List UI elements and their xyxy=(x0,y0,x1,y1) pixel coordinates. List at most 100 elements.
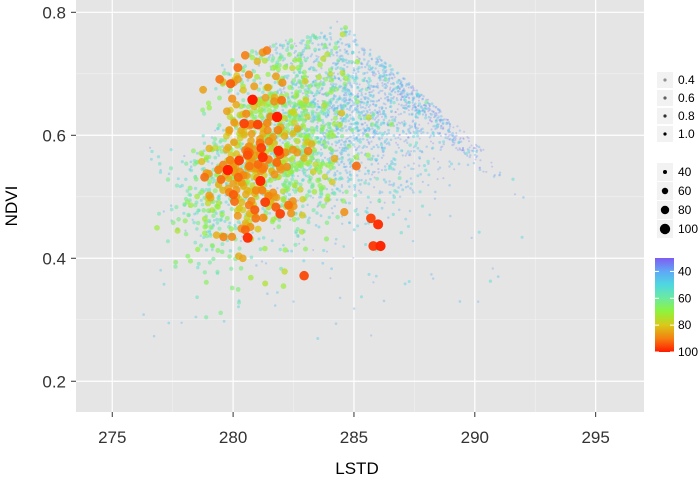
data-point xyxy=(308,216,311,220)
data-point xyxy=(466,136,469,138)
data-point xyxy=(257,237,261,241)
data-point xyxy=(334,63,338,67)
data-point xyxy=(375,85,379,89)
data-point xyxy=(372,94,375,97)
data-point xyxy=(341,191,344,194)
data-point xyxy=(275,208,286,219)
data-point xyxy=(313,126,318,131)
data-point xyxy=(357,92,360,95)
data-point xyxy=(295,227,300,232)
data-point xyxy=(336,106,339,110)
data-point xyxy=(453,168,456,171)
data-point xyxy=(408,97,411,100)
data-point xyxy=(362,144,366,148)
legend-alpha-label: 1.0 xyxy=(678,127,695,141)
data-point xyxy=(410,167,413,171)
data-point xyxy=(338,95,341,98)
data-point xyxy=(336,54,339,57)
data-point xyxy=(400,80,403,83)
data-point xyxy=(298,79,303,85)
data-point xyxy=(354,148,358,152)
data-point xyxy=(300,42,303,45)
data-point xyxy=(287,198,290,201)
data-point xyxy=(242,232,253,243)
data-point xyxy=(368,104,372,107)
data-point xyxy=(384,71,387,74)
data-point xyxy=(384,83,387,86)
data-point xyxy=(343,100,346,104)
data-point xyxy=(330,154,339,163)
data-point xyxy=(202,230,208,236)
data-point xyxy=(423,110,427,114)
data-point xyxy=(474,158,477,161)
data-point xyxy=(327,170,331,174)
data-point xyxy=(366,195,370,199)
data-point xyxy=(407,100,410,104)
data-point xyxy=(310,129,316,135)
data-point xyxy=(305,39,311,45)
data-point xyxy=(338,96,342,100)
data-point xyxy=(418,164,421,167)
data-point xyxy=(298,182,303,187)
data-point xyxy=(265,101,272,107)
data-point xyxy=(377,99,380,102)
data-point xyxy=(346,107,349,111)
data-point xyxy=(317,81,323,87)
data-point xyxy=(407,93,410,96)
data-point xyxy=(337,77,341,81)
data-point xyxy=(397,113,400,116)
data-point xyxy=(189,165,193,168)
data-point xyxy=(453,141,456,144)
data-point xyxy=(443,118,446,121)
data-point xyxy=(281,182,288,188)
data-point xyxy=(383,201,386,204)
data-point xyxy=(195,220,201,226)
data-point xyxy=(319,192,324,197)
data-point xyxy=(270,216,277,223)
data-point xyxy=(368,93,372,97)
data-point xyxy=(344,145,347,148)
data-point xyxy=(405,95,408,98)
data-point xyxy=(434,114,437,117)
data-point xyxy=(445,118,448,121)
data-point xyxy=(404,106,407,110)
data-point xyxy=(254,73,260,80)
data-point xyxy=(370,173,374,176)
data-point xyxy=(373,176,376,179)
data-point xyxy=(360,62,364,66)
data-point xyxy=(329,77,335,83)
data-point xyxy=(380,105,384,109)
data-point xyxy=(366,138,369,142)
data-point xyxy=(410,113,414,116)
data-point xyxy=(365,211,369,215)
data-point xyxy=(376,84,379,87)
data-point xyxy=(301,69,307,75)
data-point xyxy=(276,89,280,93)
data-point xyxy=(165,239,170,244)
data-point xyxy=(345,137,348,141)
data-point xyxy=(262,46,272,55)
data-point xyxy=(417,111,421,115)
data-point xyxy=(262,118,272,128)
data-point xyxy=(409,177,412,180)
data-point xyxy=(439,134,443,137)
data-point xyxy=(385,85,389,88)
data-point xyxy=(316,140,322,145)
data-point xyxy=(358,89,361,93)
data-point xyxy=(292,300,295,303)
legend-alpha: 0.40.60.81.0 xyxy=(657,72,695,142)
data-point xyxy=(493,174,496,177)
data-point xyxy=(348,33,351,36)
data-point xyxy=(317,55,320,58)
data-point xyxy=(302,238,306,241)
data-point xyxy=(320,55,327,62)
data-point xyxy=(375,120,378,124)
data-point xyxy=(462,137,465,140)
data-point xyxy=(434,127,437,131)
data-point xyxy=(421,97,424,100)
data-point xyxy=(356,55,359,58)
data-point xyxy=(361,134,364,137)
data-point xyxy=(423,104,426,107)
data-point xyxy=(348,93,352,98)
data-point xyxy=(401,154,404,157)
